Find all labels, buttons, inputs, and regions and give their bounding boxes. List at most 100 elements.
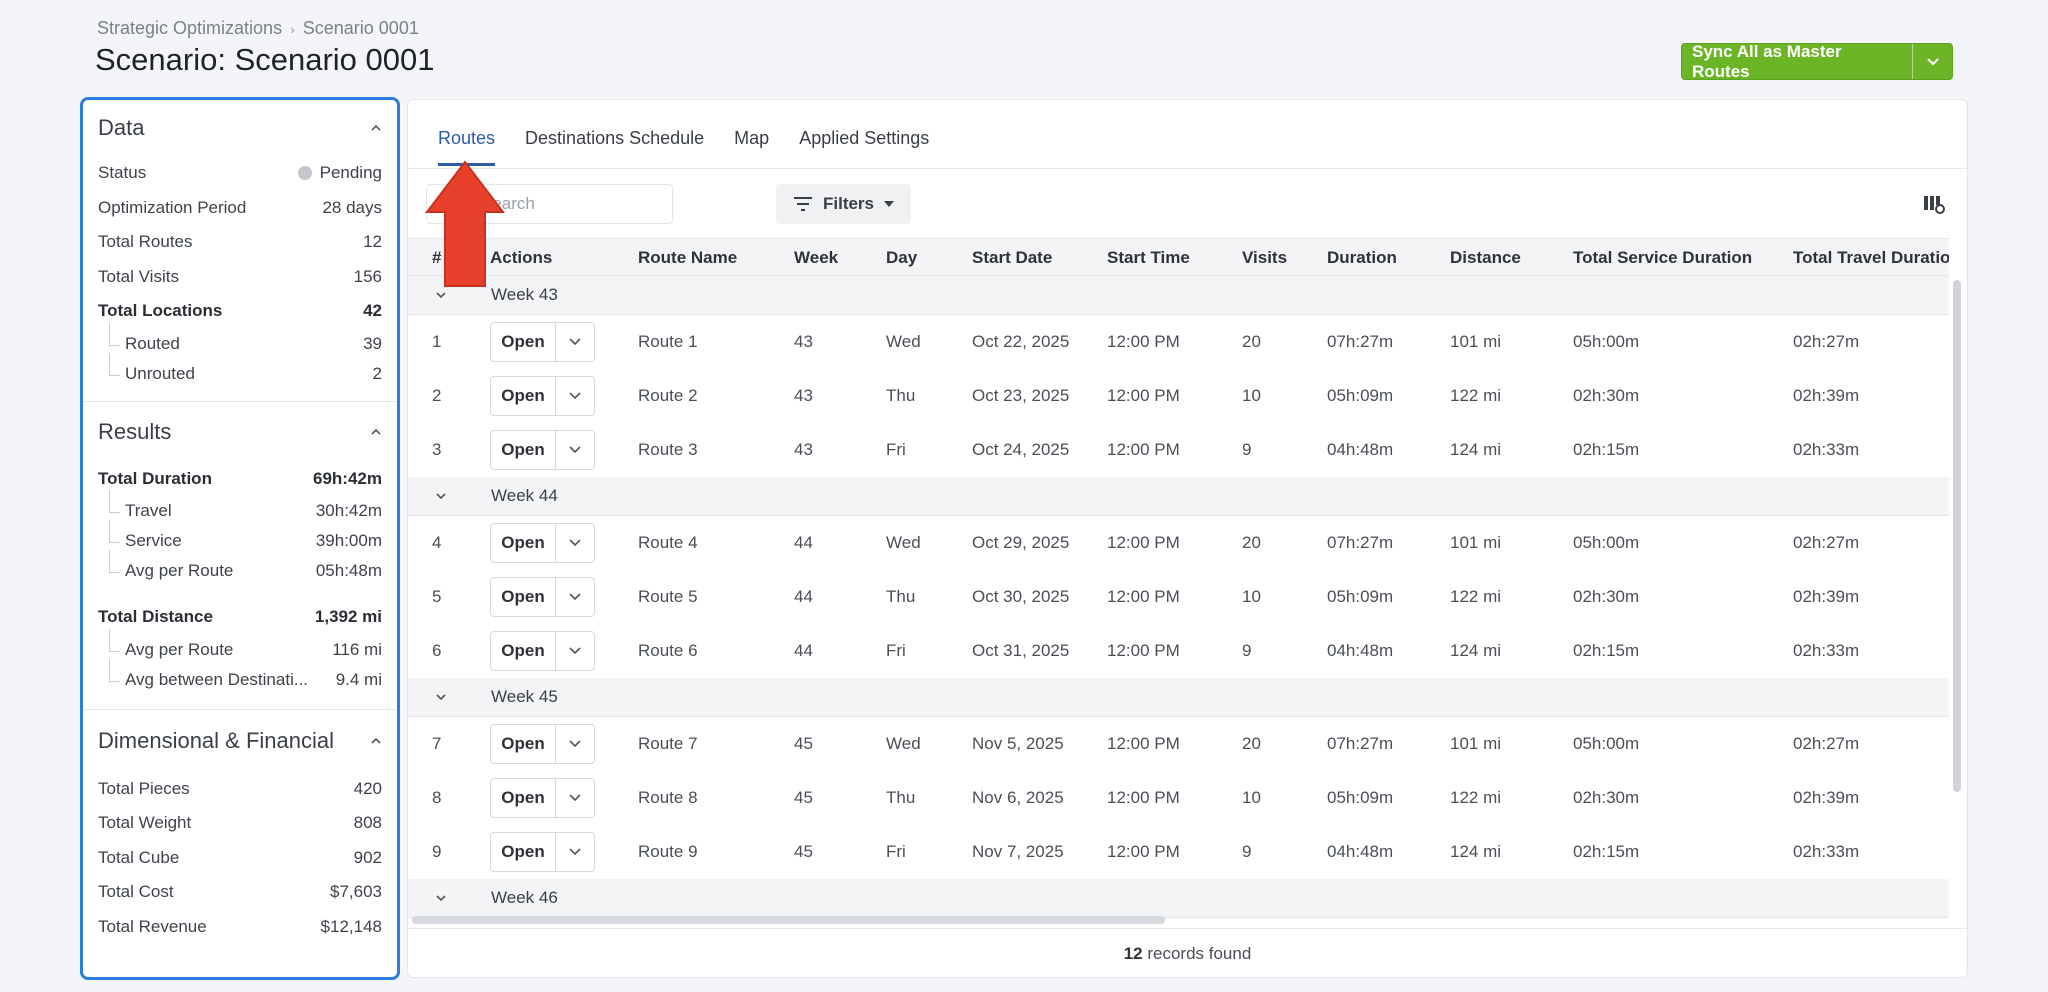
route-actions-dropdown[interactable] bbox=[556, 779, 594, 817]
chevron-down-icon[interactable] bbox=[435, 289, 447, 301]
tab-destinations-schedule[interactable]: Destinations Schedule bbox=[525, 128, 705, 148]
results-section-header[interactable]: Results bbox=[98, 402, 382, 462]
cell-day: Wed bbox=[886, 332, 921, 351]
table-row: 5 Route 5 44 Thu Oct 30, 2025 12:00 PM 10 05h:0… bbox=[408, 570, 1949, 624]
cell-day: Fri bbox=[886, 842, 906, 861]
open-route-button[interactable]: Open bbox=[491, 578, 556, 616]
cell-total-travel-duration: 02h:33m bbox=[1793, 641, 1860, 660]
route-actions-dropdown[interactable] bbox=[556, 725, 594, 763]
column-header-visits[interactable]: Visits bbox=[1242, 248, 1288, 267]
cell-number: 6 bbox=[432, 641, 442, 660]
open-route-button[interactable]: Open bbox=[491, 524, 556, 562]
total-cube-row: Total Cube 902 bbox=[98, 841, 382, 876]
cell-start-date: Nov 7, 2025 bbox=[972, 842, 1064, 861]
group-row[interactable]: Week 44 bbox=[408, 477, 1949, 516]
column-header-start-date[interactable]: Start Date bbox=[972, 248, 1053, 267]
column-header-day[interactable]: Day bbox=[886, 248, 918, 267]
total-pieces-row: Total Pieces 420 bbox=[98, 772, 382, 807]
route-actions-dropdown[interactable] bbox=[556, 323, 594, 361]
route-actions-dropdown[interactable] bbox=[556, 632, 594, 670]
row-label: Total Revenue bbox=[98, 916, 207, 936]
cell-distance: 122 mi bbox=[1450, 386, 1502, 405]
open-route-button[interactable]: Open bbox=[491, 431, 556, 469]
cell-week: 43 bbox=[794, 440, 813, 459]
caret-down-icon bbox=[884, 201, 895, 207]
section-title: Results bbox=[98, 418, 172, 444]
route-actions-dropdown[interactable] bbox=[556, 377, 594, 415]
column-header-total-travel-duration[interactable]: Total Travel Duration bbox=[1793, 248, 1949, 267]
tab-map[interactable]: Map bbox=[734, 128, 770, 148]
table-row: 6 Route 6 44 Fri Oct 31, 2025 12:00 PM 9 04h:48… bbox=[408, 624, 1949, 678]
cell-total-travel-duration: 02h:39m bbox=[1793, 386, 1860, 405]
total-routes-row: Total Routes 12 bbox=[98, 225, 382, 260]
cell-start-date: Oct 31, 2025 bbox=[972, 641, 1070, 660]
sync-all-master-routes-button[interactable]: Sync All as Master Routes bbox=[1692, 43, 1842, 80]
status-badge: Pending bbox=[319, 163, 382, 183]
filters-button[interactable]: Filters bbox=[776, 184, 911, 224]
open-route-button[interactable]: Open bbox=[491, 632, 556, 670]
open-route-button[interactable]: Open bbox=[491, 377, 556, 415]
cell-route-name: Route 7 bbox=[638, 734, 698, 753]
route-actions-dropdown[interactable] bbox=[556, 524, 594, 562]
financial-section-header[interactable]: Dimensional & Financial bbox=[98, 710, 382, 772]
chevron-down-icon[interactable] bbox=[435, 490, 447, 502]
column-header-actions[interactable]: Actions bbox=[490, 248, 553, 267]
cell-total-service-duration: 02h:30m bbox=[1573, 386, 1640, 405]
route-actions-dropdown[interactable] bbox=[556, 833, 594, 871]
unrouted-row: Unrouted 2 bbox=[98, 352, 382, 389]
row-label: Unrouted bbox=[125, 363, 195, 383]
chevron-down-icon bbox=[569, 539, 581, 547]
sync-options-dropdown-button[interactable] bbox=[1912, 44, 1952, 79]
service-row: Service 39h:00m bbox=[98, 520, 382, 556]
chevron-up-icon[interactable] bbox=[370, 735, 382, 747]
cell-duration: 04h:48m bbox=[1327, 842, 1394, 861]
row-value: 156 bbox=[353, 266, 382, 286]
open-route-button[interactable]: Open bbox=[491, 779, 556, 817]
open-route-button[interactable]: Open bbox=[491, 725, 556, 763]
cell-total-travel-duration: 02h:27m bbox=[1793, 533, 1860, 552]
tab-applied-settings[interactable]: Applied Settings bbox=[799, 128, 930, 148]
column-settings-icon[interactable] bbox=[1923, 193, 1945, 215]
data-section-header[interactable]: Data bbox=[98, 100, 382, 156]
row-label: Total Cost bbox=[98, 882, 174, 902]
column-header-distance[interactable]: Distance bbox=[1450, 248, 1521, 267]
column-header-number[interactable]: # bbox=[432, 248, 442, 267]
column-header-route-name[interactable]: Route Name bbox=[638, 248, 738, 267]
column-header-start-time[interactable]: Start Time bbox=[1107, 248, 1190, 267]
cell-distance: 124 mi bbox=[1450, 440, 1502, 459]
column-header-week[interactable]: Week bbox=[794, 248, 839, 267]
cell-total-service-duration: 02h:30m bbox=[1573, 587, 1640, 606]
group-row[interactable]: Week 46 bbox=[408, 879, 1949, 918]
breadcrumb-parent-link[interactable]: Strategic Optimizations bbox=[97, 18, 283, 38]
chevron-down-icon[interactable] bbox=[435, 691, 447, 703]
column-header-duration[interactable]: Duration bbox=[1327, 248, 1397, 267]
status-dot-icon bbox=[297, 166, 312, 181]
open-route-button[interactable]: Open bbox=[491, 323, 556, 361]
group-row[interactable]: Week 45 bbox=[408, 678, 1949, 717]
cell-distance: 101 mi bbox=[1450, 332, 1502, 351]
horizontal-scrollbar[interactable] bbox=[412, 916, 1165, 924]
column-header-total-service-duration[interactable]: Total Service Duration bbox=[1573, 248, 1753, 267]
cell-week: 45 bbox=[794, 734, 813, 753]
avg-distance-per-route-row: Avg per Route 116 mi bbox=[98, 628, 382, 665]
vertical-scrollbar[interactable] bbox=[1953, 280, 1961, 792]
group-row[interactable]: Week 43 bbox=[408, 276, 1949, 315]
status-row: Status Pending bbox=[98, 156, 382, 191]
open-route-button[interactable]: Open bbox=[491, 833, 556, 871]
cell-visits: 10 bbox=[1242, 788, 1261, 807]
row-label: Total Weight bbox=[98, 813, 192, 833]
data-section: Data Status Pending Optimization Period 2… bbox=[83, 100, 397, 389]
cell-route-name: Route 2 bbox=[638, 386, 698, 405]
route-actions-dropdown[interactable] bbox=[556, 431, 594, 469]
cell-total-service-duration: 05h:00m bbox=[1573, 332, 1640, 351]
chevron-up-icon[interactable] bbox=[370, 426, 382, 438]
cell-total-service-duration: 05h:00m bbox=[1573, 533, 1640, 552]
cell-start-date: Oct 29, 2025 bbox=[972, 533, 1070, 552]
chevron-up-icon[interactable] bbox=[370, 122, 382, 134]
chevron-down-icon bbox=[1926, 57, 1939, 65]
financial-section: Dimensional & Financial Total Pieces 420 … bbox=[83, 710, 397, 945]
cell-start-date: Oct 30, 2025 bbox=[972, 587, 1070, 606]
table-body: Week 43 1 Route 1 43 Wed Oct 22, 2025 12:00 PM… bbox=[408, 276, 1949, 918]
chevron-down-icon[interactable] bbox=[435, 892, 447, 904]
route-actions-dropdown[interactable] bbox=[556, 578, 594, 616]
